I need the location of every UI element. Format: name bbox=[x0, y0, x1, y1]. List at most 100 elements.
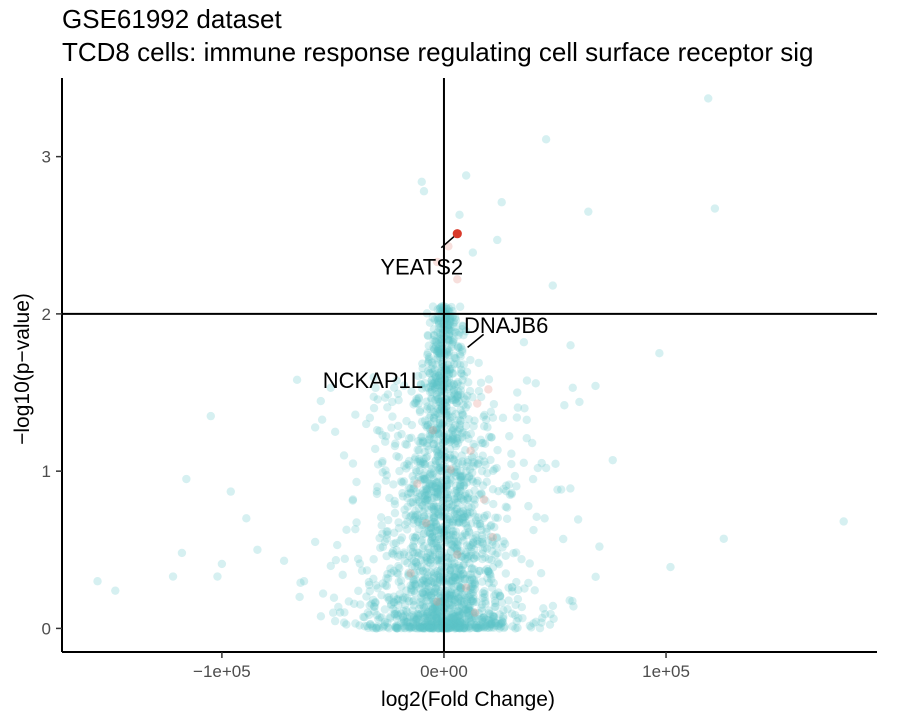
gene-point bbox=[494, 621, 503, 630]
gene-point bbox=[470, 486, 479, 495]
gene-point bbox=[367, 599, 376, 608]
gene-point bbox=[409, 596, 419, 605]
gene-point bbox=[457, 601, 467, 610]
gene-point bbox=[430, 383, 440, 393]
gene-point bbox=[475, 537, 485, 547]
gene-point bbox=[443, 494, 452, 503]
gene-point bbox=[452, 467, 461, 477]
gene-point bbox=[452, 547, 462, 556]
gene-point bbox=[490, 591, 499, 600]
gene-point bbox=[444, 336, 454, 346]
gene-point bbox=[435, 599, 445, 608]
gene-point bbox=[428, 532, 438, 541]
gene-point bbox=[427, 623, 437, 633]
gene-point bbox=[419, 454, 428, 464]
gene-point bbox=[364, 623, 373, 633]
gene-point bbox=[458, 457, 467, 466]
gene-point bbox=[429, 517, 439, 527]
gene-point bbox=[339, 618, 349, 627]
gene-point bbox=[497, 616, 506, 626]
gene-point bbox=[438, 319, 448, 329]
gene-point bbox=[415, 600, 425, 610]
gene-point bbox=[404, 434, 414, 443]
gene-point bbox=[334, 602, 343, 612]
gene-point bbox=[458, 509, 468, 519]
gene-point bbox=[436, 377, 445, 387]
gene-point bbox=[425, 520, 435, 529]
gene-point bbox=[410, 398, 419, 408]
gene-point bbox=[427, 536, 436, 545]
gene-point bbox=[470, 577, 479, 587]
gene-point bbox=[431, 346, 441, 355]
gene-point bbox=[469, 421, 478, 431]
gene-point bbox=[461, 519, 471, 528]
gene-point bbox=[370, 444, 380, 454]
gene-point bbox=[479, 623, 489, 632]
gene-point bbox=[463, 474, 472, 483]
gene-point bbox=[433, 368, 443, 378]
gene-point bbox=[533, 463, 543, 473]
gene-point bbox=[445, 600, 455, 610]
gene-point bbox=[435, 429, 444, 439]
gene-point bbox=[377, 613, 386, 622]
gene-point bbox=[393, 623, 402, 633]
gene-point bbox=[433, 488, 443, 497]
gene-point bbox=[389, 597, 398, 607]
gene-point bbox=[414, 551, 423, 560]
gene-point bbox=[482, 623, 492, 632]
gene-point bbox=[461, 489, 470, 498]
gene-point bbox=[503, 604, 512, 614]
gene-point bbox=[450, 351, 459, 360]
gene-point bbox=[468, 588, 478, 597]
gene-point bbox=[472, 570, 482, 579]
gene-point bbox=[432, 424, 441, 434]
gene-point bbox=[463, 458, 472, 467]
gene-point bbox=[494, 486, 503, 496]
gene-point bbox=[447, 591, 456, 601]
gene-point bbox=[480, 543, 490, 552]
gene-point bbox=[386, 600, 396, 610]
gene-point bbox=[458, 552, 468, 561]
gene-set-point bbox=[433, 257, 442, 267]
gene-point bbox=[425, 576, 434, 585]
gene-point bbox=[464, 614, 474, 623]
gene-point bbox=[423, 622, 432, 631]
gene-point bbox=[415, 466, 424, 475]
gene-point bbox=[411, 580, 420, 589]
gene-point bbox=[451, 428, 460, 438]
gene-point bbox=[410, 580, 419, 589]
gene-point bbox=[410, 533, 420, 542]
gene-point bbox=[434, 377, 443, 386]
gene-point bbox=[375, 533, 384, 543]
gene-point bbox=[447, 526, 456, 535]
gene-point bbox=[452, 510, 462, 519]
gene-point bbox=[455, 610, 464, 620]
gene-point bbox=[431, 520, 441, 529]
gene-point bbox=[471, 533, 480, 542]
gene-point bbox=[422, 607, 431, 616]
gene-point bbox=[445, 620, 454, 629]
gene-point bbox=[423, 439, 432, 448]
gene-point bbox=[584, 207, 593, 216]
gene-point bbox=[463, 608, 472, 618]
gene-point bbox=[455, 484, 465, 493]
gene-point bbox=[393, 595, 402, 604]
gene-point bbox=[532, 512, 541, 522]
gene-point bbox=[362, 419, 371, 429]
gene-point bbox=[382, 470, 391, 480]
gene-point bbox=[416, 597, 426, 607]
gene-point bbox=[455, 624, 464, 633]
gene-point bbox=[482, 615, 492, 625]
gene-point bbox=[393, 421, 403, 431]
gene-point bbox=[430, 337, 440, 346]
gene-point bbox=[447, 424, 456, 433]
gene-point bbox=[435, 597, 444, 607]
gene-point bbox=[425, 424, 435, 434]
gene-point bbox=[431, 483, 440, 493]
gene-point bbox=[406, 622, 415, 631]
gene-point bbox=[406, 511, 416, 521]
gene-point bbox=[316, 396, 325, 406]
gene-point bbox=[405, 624, 414, 633]
gene-point bbox=[471, 623, 480, 632]
